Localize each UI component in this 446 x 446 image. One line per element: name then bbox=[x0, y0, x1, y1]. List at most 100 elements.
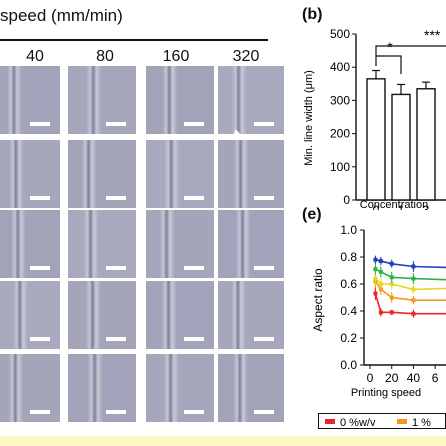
panel-e-y-tick-label: 0.6 bbox=[340, 277, 357, 291]
scale-bar bbox=[106, 196, 126, 200]
scale-bar bbox=[254, 122, 274, 126]
panel-b-y-tick-label: 200 bbox=[330, 127, 350, 141]
scale-bar bbox=[184, 266, 204, 270]
panel-b-x-tick-label: 3 bbox=[423, 203, 430, 210]
scale-bar bbox=[106, 122, 126, 126]
micrograph-tile bbox=[0, 354, 60, 422]
micrograph-tile bbox=[68, 210, 136, 278]
panel-e-y-tick-label: 0.8 bbox=[340, 250, 357, 264]
panel-e-data-point bbox=[378, 282, 383, 286]
panel-e-y-tick-label: 0.0 bbox=[340, 358, 357, 372]
panel-e-series-line bbox=[374, 293, 446, 315]
panel-b-ylabel: Min. line width (μm) bbox=[303, 70, 315, 166]
panel-e-line-chart: Aspect ratio Printing speed 0.0 0.2 0.4 0.6… bbox=[311, 223, 446, 399]
micrograph-tile bbox=[146, 140, 214, 208]
panel-e-data-point bbox=[411, 287, 416, 292]
panel-b-bar bbox=[391, 93, 411, 201]
scale-bar bbox=[184, 196, 204, 200]
micrograph-tile bbox=[0, 140, 60, 208]
legend-label-0: 0 %w/v bbox=[340, 417, 376, 429]
micrograph-tile bbox=[146, 210, 214, 278]
scale-bar bbox=[30, 337, 50, 341]
panel-e-x-tick-label: 40 bbox=[407, 371, 421, 385]
panel-e-data-point bbox=[411, 298, 416, 303]
panel-b-bar-chart: Min. line width (μm) Concentration * ***… bbox=[303, 27, 446, 210]
micrograph-tile bbox=[0, 281, 60, 349]
panel-b-significance-bracket-1 bbox=[375, 55, 402, 74]
panel-e-data-point bbox=[389, 261, 394, 266]
speed-label-80: 80 bbox=[96, 48, 114, 65]
panel-e-data-point bbox=[373, 291, 378, 296]
micrograph-tile bbox=[0, 210, 60, 278]
micrograph-tile bbox=[218, 354, 284, 422]
micrograph-tile bbox=[218, 210, 284, 278]
scale-bar bbox=[30, 196, 50, 200]
panel-e-data-point bbox=[378, 259, 383, 264]
arrowhead-marker bbox=[225, 129, 245, 134]
panel-b-x-tick-label: 1 bbox=[398, 203, 405, 210]
panel-e-xlabel: Printing speed bbox=[351, 387, 421, 399]
panel-e-ylabel: Aspect ratio bbox=[311, 268, 325, 332]
panel-b-x-tick-label: 0 bbox=[373, 203, 380, 210]
panel-b-y-tick-label: 500 bbox=[330, 27, 350, 41]
header-rule bbox=[0, 39, 268, 41]
legend: 0 %w/v 1 % bbox=[318, 413, 446, 429]
panel-e-y-tick-label: 0.4 bbox=[340, 304, 357, 318]
panel-e-data-point bbox=[389, 275, 394, 280]
panel-e-data-point bbox=[389, 295, 394, 300]
micrograph-tile bbox=[218, 281, 284, 349]
panel-e-x-tick-label: 20 bbox=[385, 371, 399, 385]
panel-e-data-point bbox=[389, 310, 394, 315]
speed-label-40: 40 bbox=[26, 48, 44, 65]
scale-bar bbox=[106, 337, 126, 341]
speed-label-160: 160 bbox=[162, 48, 190, 65]
bottom-highlight-bar bbox=[0, 436, 446, 446]
scale-bar bbox=[254, 266, 274, 270]
panel-e-y-tick-label: 1.0 bbox=[340, 223, 357, 237]
scale-bar bbox=[254, 337, 274, 341]
panel-e-data-point bbox=[411, 311, 416, 316]
panel-e-series-line bbox=[375, 268, 446, 281]
scale-bar bbox=[30, 410, 50, 414]
panel-b-bar bbox=[416, 88, 436, 201]
panel-e-series-line bbox=[375, 258, 446, 269]
panel-e-data-point bbox=[378, 310, 383, 315]
panel-b-label: (b) bbox=[302, 6, 323, 23]
panel-e-data-point bbox=[411, 264, 416, 269]
micrograph-grid bbox=[0, 66, 284, 422]
panel-e-data-point bbox=[373, 267, 378, 272]
panel-b-bar bbox=[366, 78, 386, 201]
significance-star-1: * bbox=[387, 39, 393, 55]
legend-swatch-0 bbox=[325, 419, 335, 424]
scale-bar bbox=[106, 410, 126, 414]
micrograph-tile bbox=[218, 66, 284, 134]
significance-star-2: *** bbox=[424, 27, 441, 43]
panel-e-x-tick-label: 6 bbox=[432, 371, 439, 385]
panel-b-y-tick-label: 100 bbox=[330, 160, 350, 174]
panel-e-data-point bbox=[411, 276, 416, 281]
panel-e-label: (e) bbox=[302, 206, 322, 223]
panel-b-y-tick-label: 0 bbox=[343, 193, 350, 207]
micrograph-tile bbox=[68, 66, 136, 134]
panel-e-data-point bbox=[373, 276, 378, 281]
micrograph-tile bbox=[146, 354, 214, 422]
scale-bar bbox=[184, 122, 204, 126]
scale-bar bbox=[30, 122, 50, 126]
micrograph-tile bbox=[68, 281, 136, 349]
panel-b-y-tick-label: 400 bbox=[330, 60, 350, 74]
panel-e-series-line bbox=[374, 278, 446, 291]
panel-e-data-point bbox=[389, 282, 394, 286]
panel-e-y-tick-label: 0.2 bbox=[340, 331, 357, 345]
scale-bar bbox=[254, 196, 274, 200]
figure-a-speed-title: speed (mm/min) bbox=[0, 6, 123, 25]
panel-e-x-tick-label: 0 bbox=[367, 371, 374, 385]
legend-swatch-1 bbox=[397, 419, 407, 424]
scale-bar bbox=[184, 337, 204, 341]
panel-b-significance-bracket-2 bbox=[375, 45, 446, 56]
panel-e-data-point bbox=[373, 257, 378, 262]
micrograph-tile bbox=[68, 354, 136, 422]
micrograph-tile bbox=[0, 66, 60, 134]
legend-label-1: 1 % bbox=[412, 417, 431, 429]
micrograph-tile bbox=[218, 140, 284, 208]
speed-label-320: 320 bbox=[232, 48, 260, 65]
